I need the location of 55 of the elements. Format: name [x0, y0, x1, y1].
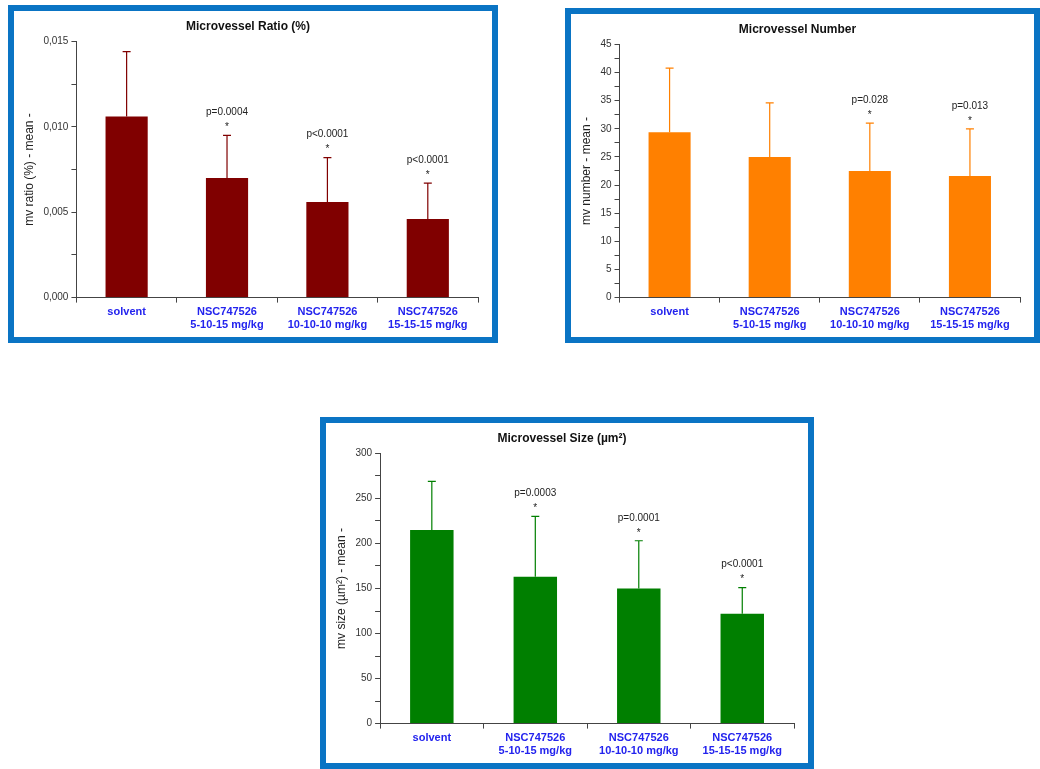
- annotation: p=0.0001: [617, 511, 661, 523]
- annotation: p<0.0001: [721, 558, 764, 570]
- x-tick-label: NSC747526 10-10-10 mg/kg: [599, 731, 679, 757]
- x-tick-label: solvent: [412, 731, 452, 744]
- y-tick-label: 20: [600, 178, 612, 190]
- annotation: p=0.013: [951, 99, 989, 111]
- chart-title: Microvessel Ratio (%): [185, 18, 311, 33]
- x-tick-label: NSC747526 15-15-15 mg/kg: [388, 305, 468, 331]
- chart-title: Microvessel Size (µm²): [497, 430, 627, 445]
- annotation: *: [636, 526, 641, 538]
- annotation: *: [740, 573, 745, 585]
- y-axis-title: mv ratio (%) - mean -: [21, 113, 36, 226]
- y-tick-label: 30: [600, 122, 612, 134]
- annotation: p<0.0001: [306, 128, 349, 140]
- y-tick-label: 45: [600, 38, 612, 50]
- annotation: p=0.0003: [514, 487, 557, 499]
- y-tick-label: 0,015: [43, 35, 69, 47]
- y-tick-label: 5: [605, 263, 612, 275]
- y-tick-label: 300: [355, 447, 373, 459]
- x-tick-label: solvent: [107, 305, 147, 318]
- annotation: p=0.0004: [206, 106, 249, 118]
- y-tick-label: 0: [605, 291, 612, 303]
- y-tick-label: 10: [600, 235, 612, 247]
- y-tick-label: 50: [360, 672, 373, 684]
- annotation: *: [867, 108, 872, 120]
- annotation: p<0.0001: [406, 153, 450, 165]
- y-axis-title: mv number - mean -: [578, 116, 593, 226]
- annotation: *: [325, 143, 330, 155]
- y-tick-label: 15: [600, 206, 612, 218]
- y-tick-label: 0,010: [43, 120, 69, 132]
- annotation: *: [425, 168, 430, 180]
- y-tick-label: 0: [366, 717, 373, 729]
- y-axis-title: mv size (µm²) - mean -: [333, 528, 348, 649]
- x-tick-label: solvent: [650, 305, 690, 318]
- y-tick-label: 200: [355, 537, 373, 549]
- chart-title: Microvessel Number: [738, 21, 857, 36]
- annotation: *: [225, 121, 230, 133]
- annotation: p=0.028: [851, 93, 889, 105]
- x-tick-label: NSC747526 5-10-15 mg/kg: [498, 731, 572, 757]
- annotation: *: [533, 502, 538, 514]
- x-tick-label: NSC747526 10-10-10 mg/kg: [287, 305, 368, 331]
- x-tick-label: NSC747526 15-15-15 mg/kg: [930, 305, 1010, 331]
- y-tick-label: 250: [355, 492, 373, 504]
- y-tick-label: 150: [355, 582, 373, 594]
- x-tick-label: NSC747526 5-10-15 mg/kg: [190, 305, 264, 331]
- y-tick-label: 0,005: [43, 205, 69, 217]
- x-tick-label: NSC747526 5-10-15 mg/kg: [733, 305, 807, 331]
- x-tick-label: NSC747526 15-15-15 mg/kg: [702, 731, 782, 757]
- x-tick-label: NSC747526 10-10-10 mg/kg: [830, 305, 910, 331]
- y-tick-label: 0,000: [43, 291, 69, 303]
- y-tick-label: 40: [600, 66, 612, 78]
- y-tick-label: 25: [600, 150, 612, 162]
- y-tick-label: 35: [600, 94, 612, 106]
- annotation: *: [967, 114, 972, 126]
- y-tick-label: 100: [355, 627, 373, 639]
